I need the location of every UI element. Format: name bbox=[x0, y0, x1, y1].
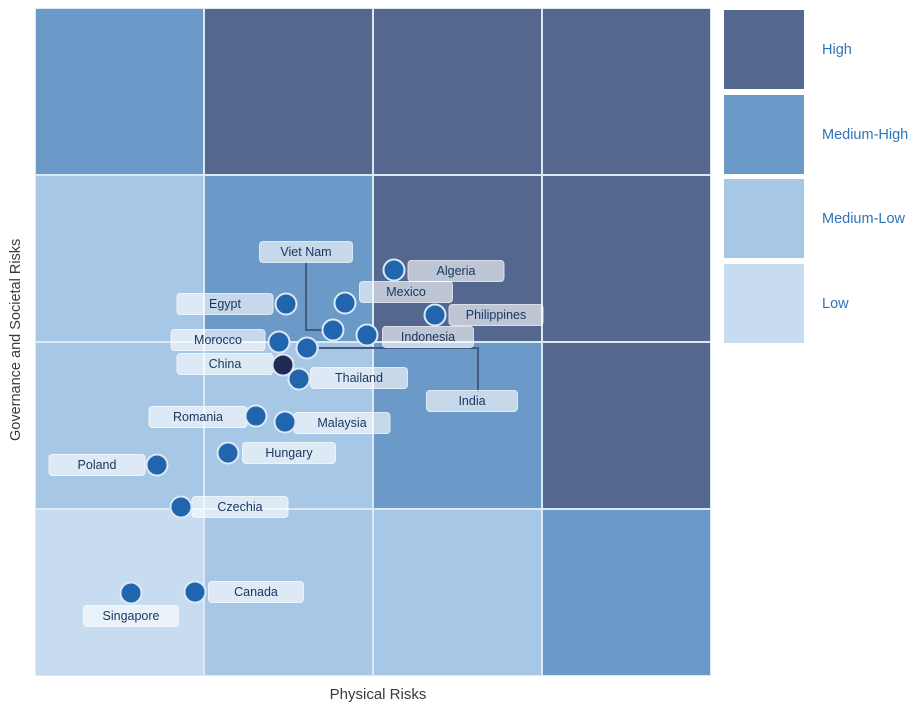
country-label-canada: Canada bbox=[208, 581, 304, 603]
grid-cell-r3c2-medium-low bbox=[374, 510, 541, 675]
grid-cell-r1c0-medium-low bbox=[36, 176, 203, 341]
data-point-indonesia bbox=[355, 323, 379, 347]
data-point-romania bbox=[244, 404, 268, 428]
country-label-egypt: Egypt bbox=[176, 293, 274, 315]
country-label-algeria: Algeria bbox=[407, 260, 505, 282]
y-axis-label: Governance and Societal Risks bbox=[8, 238, 24, 442]
data-point-singapore bbox=[119, 581, 143, 605]
data-point-india bbox=[295, 336, 319, 360]
legend-label-medium-high: Medium-High bbox=[822, 126, 909, 143]
legend-swatch-low bbox=[724, 264, 804, 343]
grid-cell-r0c1-high bbox=[205, 9, 372, 174]
grid-cell-r3c3-medium-high bbox=[543, 510, 710, 675]
callout-line-india-0 bbox=[319, 347, 479, 349]
grid-cell-r0c0-medium-high bbox=[36, 9, 203, 174]
legend-swatch-medium-low bbox=[724, 179, 804, 258]
country-label-singapore: Singapore bbox=[83, 605, 179, 627]
legend-label-high: High bbox=[822, 41, 852, 58]
country-label-morocco: Morocco bbox=[170, 329, 266, 351]
legend-label-medium-low: Medium-Low bbox=[822, 210, 905, 227]
country-label-poland: Poland bbox=[48, 454, 146, 476]
risk-matrix-plot: Algeria Egypt Mexico Philippines Viet Nam Ind… bbox=[35, 8, 711, 676]
grid-cell-r1c3-high bbox=[543, 176, 710, 341]
country-label-romania: Romania bbox=[148, 406, 248, 428]
country-label-china: China bbox=[176, 353, 274, 375]
data-point-algeria bbox=[382, 258, 406, 282]
data-point-czechia bbox=[169, 495, 193, 519]
country-label-malaysia: Malaysia bbox=[293, 412, 391, 434]
country-label-hungary: Hungary bbox=[242, 442, 336, 464]
data-point-mexico bbox=[333, 291, 357, 315]
callout-line-india-1 bbox=[477, 347, 479, 392]
data-point-canada bbox=[183, 580, 207, 604]
country-label-thailand: Thailand bbox=[310, 367, 408, 389]
data-point-thailand bbox=[287, 367, 311, 391]
legend-label-low: Low bbox=[822, 295, 849, 312]
data-point-morocco bbox=[267, 330, 291, 354]
country-label-philippines: Philippines bbox=[448, 304, 544, 326]
country-label-czechia: Czechia bbox=[191, 496, 289, 518]
data-point-viet-nam bbox=[321, 318, 345, 342]
legend-swatch-high bbox=[724, 10, 804, 89]
data-point-hungary bbox=[216, 441, 240, 465]
country-label-india: India bbox=[426, 390, 518, 412]
country-label-viet-nam: Viet Nam bbox=[259, 241, 353, 263]
country-label-mexico: Mexico bbox=[359, 281, 453, 303]
data-point-egypt bbox=[274, 292, 298, 316]
legend-swatch-medium-high bbox=[724, 95, 804, 174]
grid-cell-r2c3-high bbox=[543, 343, 710, 508]
country-label-indonesia: Indonesia bbox=[382, 326, 474, 348]
data-point-china bbox=[271, 353, 295, 377]
callout-line-viet-nam-0 bbox=[305, 262, 307, 330]
grid-cell-r0c2-high bbox=[374, 9, 541, 174]
data-point-malaysia bbox=[273, 410, 297, 434]
data-point-poland bbox=[145, 453, 169, 477]
grid-cell-r0c3-high bbox=[543, 9, 710, 174]
data-point-philippines bbox=[423, 303, 447, 327]
callout-line-viet-nam-1 bbox=[305, 329, 323, 331]
x-axis-label: Physical Risks bbox=[329, 686, 427, 703]
